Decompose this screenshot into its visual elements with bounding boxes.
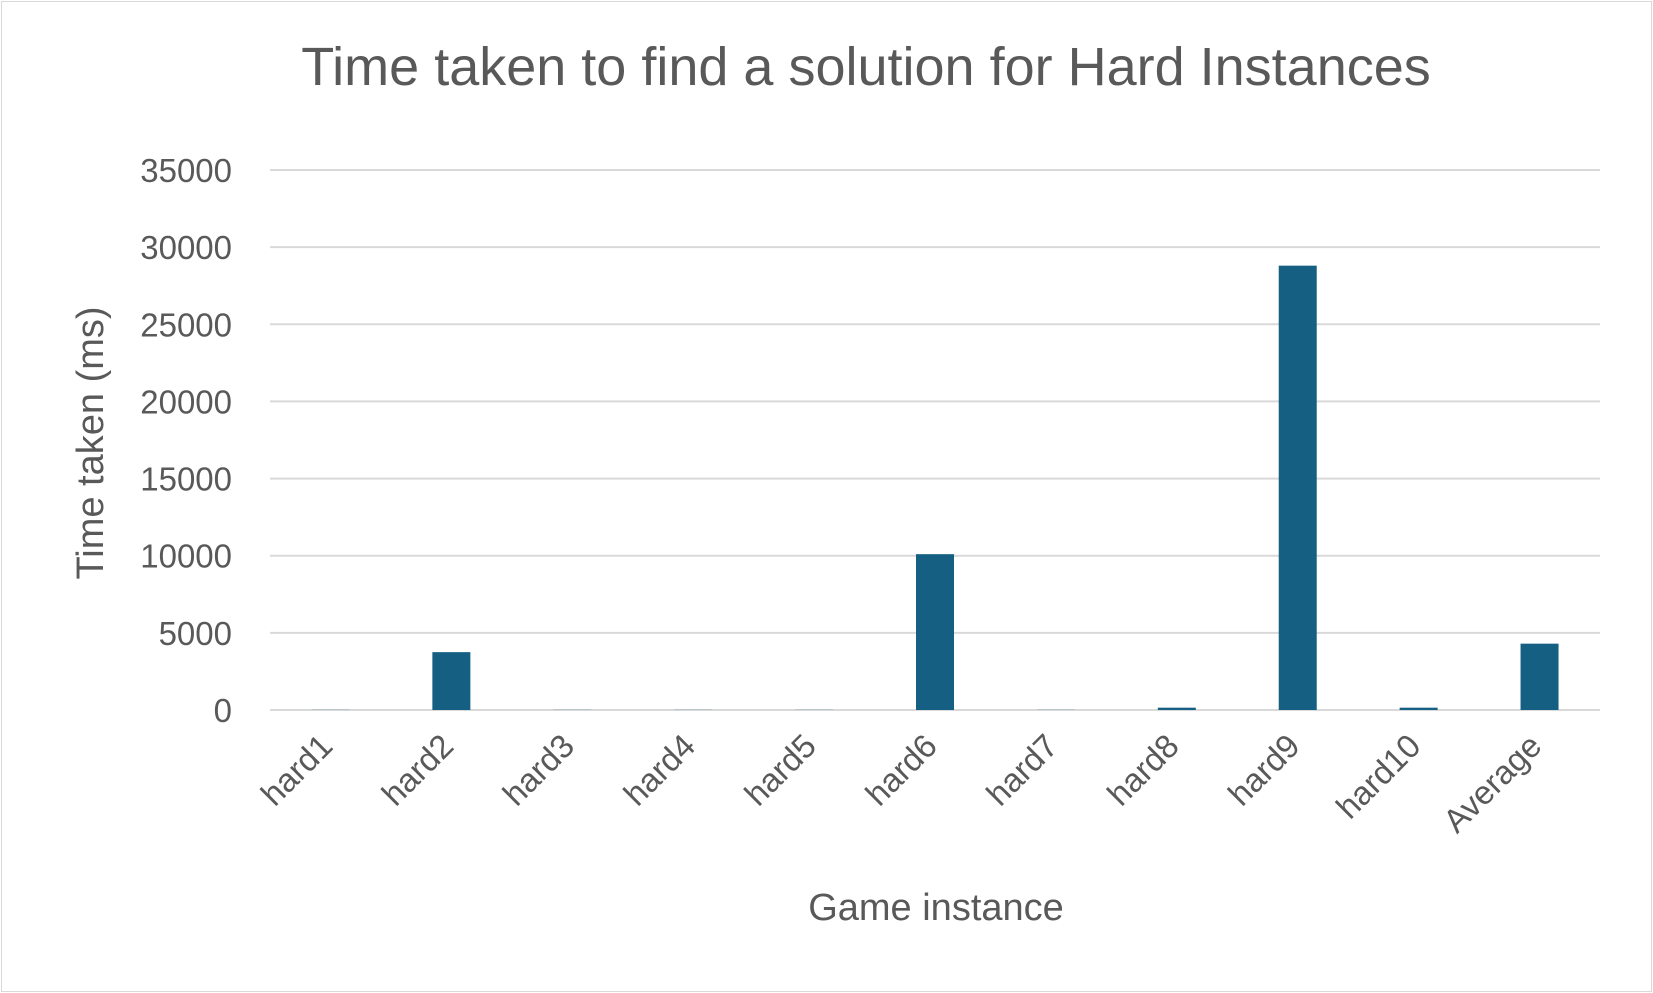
x-tick-label: hard6 — [858, 727, 944, 813]
y-axis-title: Time taken (ms) — [70, 306, 112, 579]
bar-hard8 — [1157, 707, 1196, 710]
bar-hard2 — [432, 652, 471, 710]
x-tick-label: hard3 — [495, 727, 581, 813]
y-tick-label: 20000 — [140, 383, 232, 420]
y-tick-label: 30000 — [140, 229, 232, 266]
x-tick-label: Average — [1436, 727, 1549, 840]
y-tick-label: 0 — [214, 692, 232, 729]
bars — [311, 265, 1559, 710]
bar-hard9 — [1278, 265, 1317, 710]
x-tick-label: hard4 — [616, 727, 702, 813]
bar-hard10 — [1399, 707, 1438, 710]
x-tick-label: hard10 — [1329, 727, 1428, 826]
x-tick-label: hard2 — [374, 727, 460, 813]
y-tick-label: 5000 — [159, 615, 232, 652]
x-tick-label: hard8 — [1100, 727, 1186, 813]
x-axis-tick-labels: hard1 hard2 hard3 hard4 hard5 hard6 hard7 hard8… — [254, 727, 1549, 840]
y-axis-tick-labels: 0 5000 10000 15000 20000 25000 30000 35000 — [140, 152, 232, 729]
x-tick-label: hard5 — [737, 727, 823, 813]
y-tick-label: 25000 — [140, 306, 232, 343]
x-axis-title: Game instance — [808, 887, 1064, 929]
bar-hard6 — [916, 554, 954, 710]
y-tick-label: 15000 — [140, 461, 232, 498]
chart-title: Time taken to find a solution for Hard I… — [301, 37, 1431, 97]
x-tick-label: hard1 — [254, 727, 340, 813]
x-tick-label: hard9 — [1221, 727, 1307, 813]
y-tick-label: 10000 — [140, 538, 232, 575]
bar-average — [1520, 643, 1559, 710]
x-tick-label: hard7 — [979, 727, 1065, 813]
y-tick-label: 35000 — [140, 152, 232, 189]
